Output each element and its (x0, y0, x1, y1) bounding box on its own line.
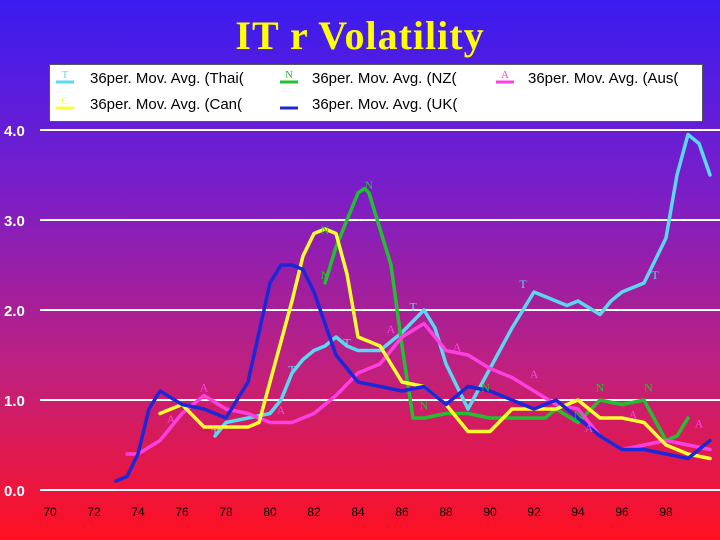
legend-swatch-thai: T (56, 69, 74, 84)
series-point-marker: A (530, 367, 539, 381)
series-point-marker: N (574, 408, 583, 422)
x-tick-label: 98 (659, 505, 673, 519)
y-tick-label: 0.0 (4, 483, 25, 500)
x-tick-label: 76 (175, 505, 189, 519)
series-line-n (323, 186, 690, 443)
series-point-marker: N (420, 399, 429, 413)
series-point-marker: N (321, 223, 330, 237)
y-tick-label: 3.0 (4, 213, 25, 230)
series-point-marker: T (409, 300, 417, 314)
chart-title: IT r Volatility (235, 13, 485, 58)
legend-item-thai: T 36per. Mov. Avg. (Thai( (54, 68, 274, 90)
svg-text:N: N (285, 69, 293, 81)
series-point-marker: A (585, 421, 594, 435)
series-point-marker: T (211, 426, 219, 440)
series-point-marker: N (365, 178, 374, 192)
x-tick-label: 82 (307, 505, 321, 519)
series-point-marker: N (596, 381, 605, 395)
legend-item-can: C 36per. Mov. Avg. (Can( (54, 94, 274, 116)
legend-swatch-aus: A (496, 69, 514, 84)
y-tick-label: 4.0 (4, 123, 25, 140)
x-tick-label: 86 (395, 505, 409, 519)
series-point-marker: T (519, 277, 527, 291)
legend-swatch-nz: N (280, 69, 298, 84)
legend-item-nz: N 36per. Mov. Avg. (NZ( (278, 68, 488, 90)
x-tick-label: 96 (615, 505, 629, 519)
legend-swatch-can: C (56, 95, 74, 110)
series-line-uk (114, 263, 712, 483)
legend-label-aus: 36per. Mov. Avg. (Aus( (528, 70, 679, 87)
series-point-marker: T (651, 268, 659, 282)
series-point-marker: N (321, 268, 330, 282)
y-tick-label: 1.0 (4, 393, 25, 410)
legend-label-uk: 36per. Mov. Avg. (UK( (312, 96, 458, 113)
legend-label-can: 36per. Mov. Avg. (Can( (90, 96, 243, 113)
legend-label-thai: 36per. Mov. Avg. (Thai( (90, 70, 244, 87)
svg-text:C: C (61, 95, 68, 107)
x-tick-label: 72 (87, 505, 101, 519)
series-point-marker: A (453, 340, 462, 354)
legend-swatch-uk (280, 106, 298, 110)
x-tick-label: 88 (439, 505, 453, 519)
series-point-marker: A (695, 417, 704, 431)
y-tick-label: 2.0 (4, 303, 25, 320)
x-tick-label: 80 (263, 505, 277, 519)
x-tick-label: 78 (219, 505, 233, 519)
series-point-marker: T (343, 336, 351, 350)
series-point-marker: T (288, 363, 296, 377)
legend-item-uk: 36per. Mov. Avg. (UK( (278, 94, 488, 116)
series-point-marker: A (277, 403, 286, 417)
series-point-marker: A (387, 322, 396, 336)
x-tick-label: 70 (43, 505, 57, 519)
x-tick-label: 92 (527, 505, 541, 519)
series-line-c (158, 227, 712, 461)
series-point-marker: N (644, 381, 653, 395)
series-point-marker: N (481, 381, 490, 395)
x-tick-label: 90 (483, 505, 497, 519)
series-point-marker: A (200, 381, 209, 395)
series-line-t (213, 132, 712, 438)
legend-item-aus: A 36per. Mov. Avg. (Aus( (494, 68, 699, 90)
series-point-marker: A (629, 408, 638, 422)
x-tick-label: 94 (571, 505, 585, 519)
legend-label-nz: 36per. Mov. Avg. (NZ( (312, 70, 457, 87)
svg-text:A: A (501, 69, 509, 81)
svg-text:T: T (62, 69, 69, 81)
x-tick-label: 74 (131, 505, 145, 519)
series-point-marker: A (167, 412, 176, 426)
chart-legend: T 36per. Mov. Avg. (Thai( N 36per. Mov. … (49, 64, 703, 122)
x-tick-label: 84 (351, 505, 365, 519)
